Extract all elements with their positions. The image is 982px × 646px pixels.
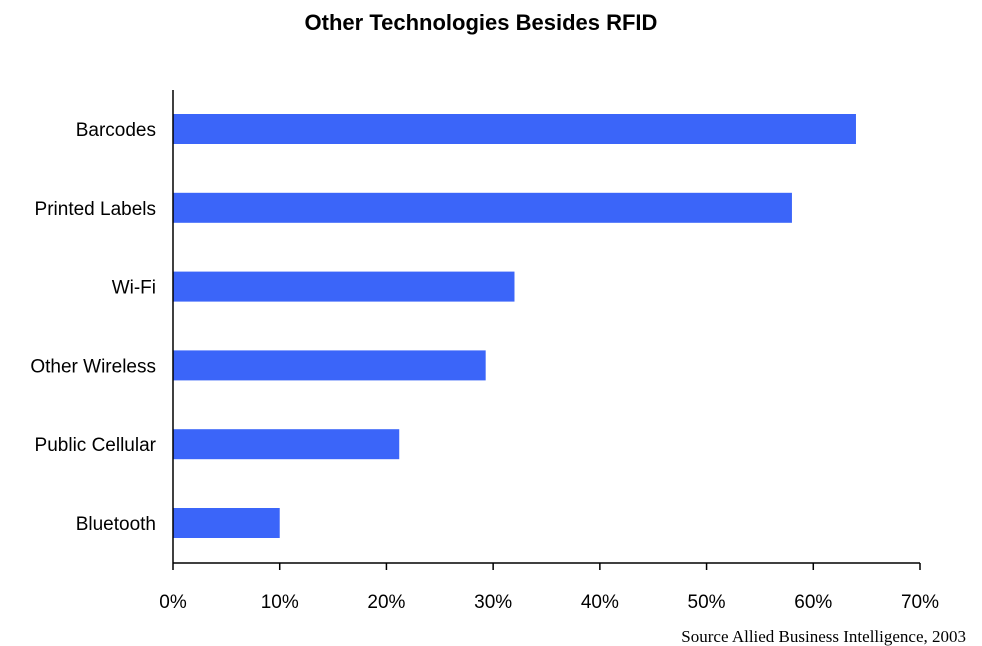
x-tick-label: 20% (367, 592, 405, 613)
category-label-wi-fi: Wi-Fi (112, 278, 156, 299)
bar-other-wireless (173, 350, 486, 381)
bar-printed-labels (173, 192, 792, 223)
bar-wi-fi (173, 271, 515, 302)
axes (172, 90, 920, 564)
x-tick-label: 40% (581, 592, 619, 613)
category-label-public-cellular: Public Cellular (35, 435, 157, 456)
bar-bluetooth (173, 508, 280, 538)
source-note: Source Allied Business Intelligence, 200… (681, 627, 966, 646)
bar-public-cellular (173, 429, 400, 460)
category-labels: Barcodes Printed Labels Wi-Fi Other Wireles… (30, 120, 156, 535)
x-tick-label: 70% (901, 592, 939, 613)
category-label-bluetooth: Bluetooth (76, 514, 156, 535)
x-tick-label: 30% (474, 592, 512, 613)
category-label-other-wireless: Other Wireless (30, 356, 156, 377)
category-label-printed-labels: Printed Labels (35, 199, 156, 220)
category-label-barcodes: Barcodes (76, 120, 156, 141)
chart-title: Other Technologies Besides RFID (305, 10, 658, 35)
x-tick-label: 10% (261, 592, 299, 613)
x-axis-ticks: 0% 10% 20% 30% 40% 50% 60% 70% (159, 563, 939, 613)
bars-group (173, 114, 856, 538)
x-tick-label: 50% (688, 592, 726, 613)
x-tick-label: 60% (794, 592, 832, 613)
bar-barcodes (173, 114, 856, 144)
x-tick-label: 0% (159, 592, 187, 613)
